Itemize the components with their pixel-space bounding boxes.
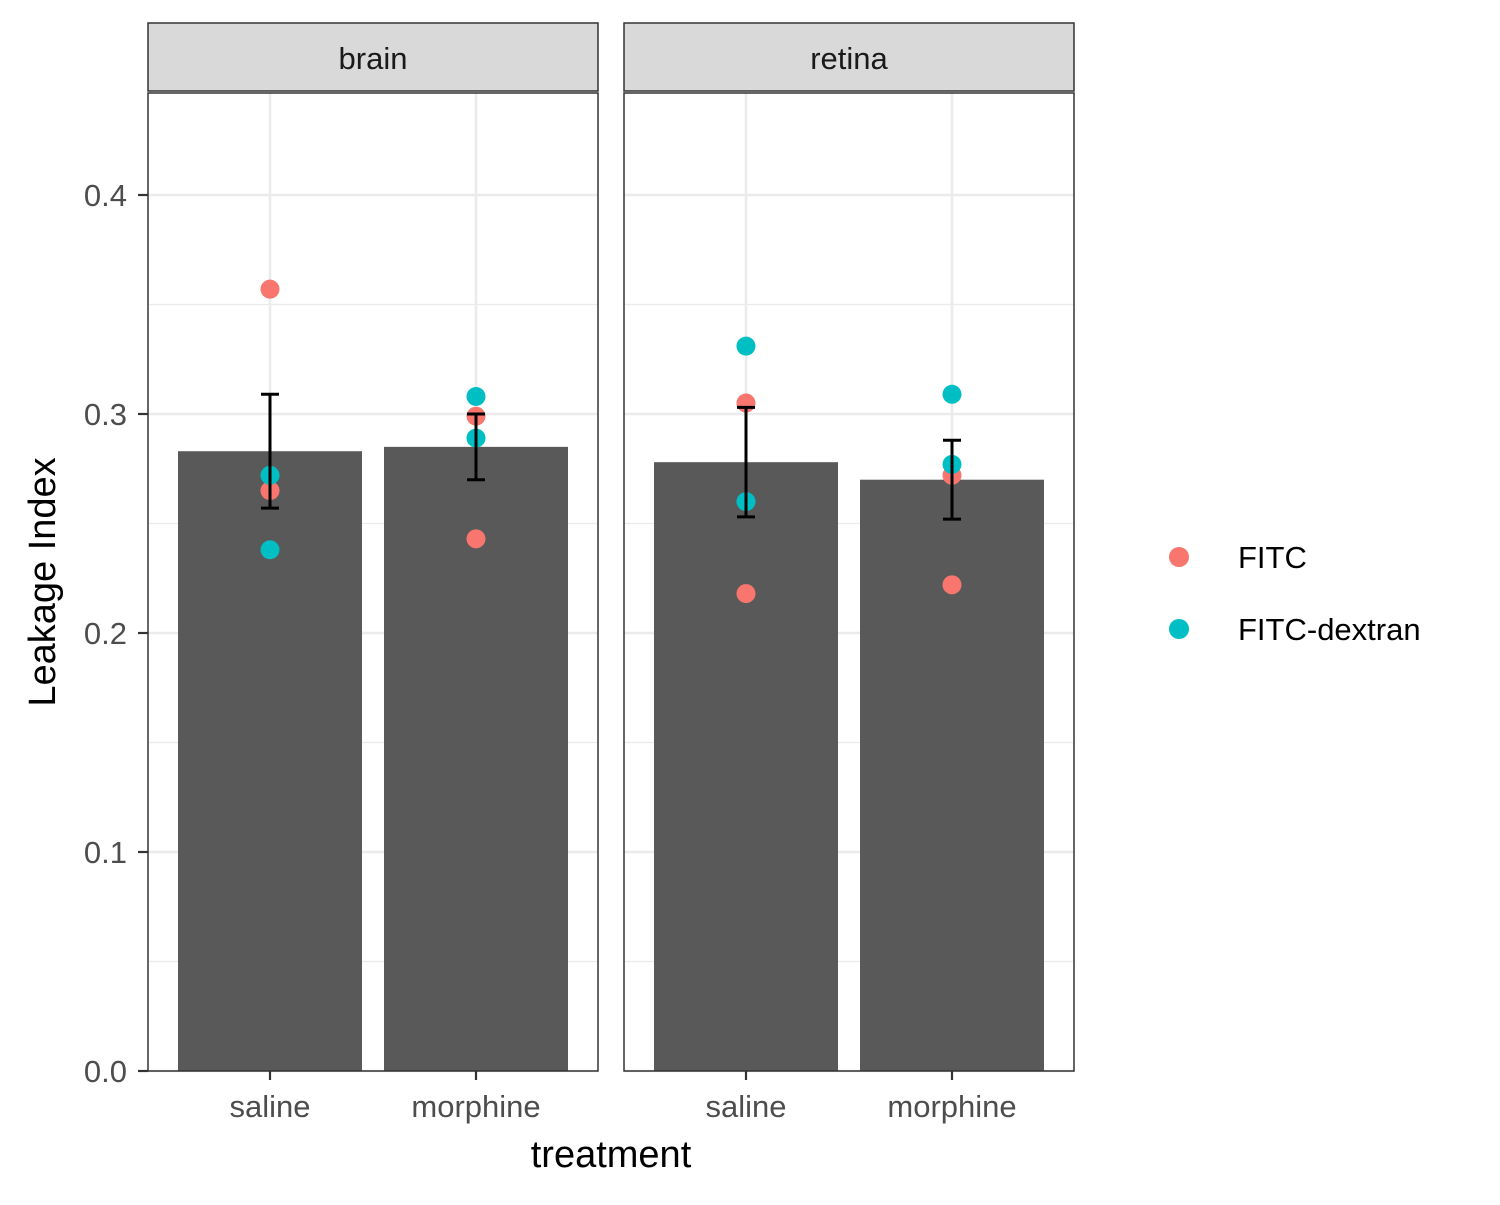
legend-item-FITC-dextran: FITC-dextran [1169,612,1421,647]
legend: FITC FITC-dextran [1169,540,1421,647]
point-FITC-dextran [736,336,756,356]
legend-item-FITC: FITC [1169,540,1307,575]
point-FITC [942,575,962,595]
x-tick-label-morphine: morphine [411,1089,540,1124]
bar-retina-saline [654,462,838,1071]
legend-label-FITC-dextran: FITC-dextran [1238,612,1421,647]
panel-border [147,92,599,1072]
point-FITC-dextran [466,386,486,406]
facet-panel-brain: brain [147,22,599,1073]
panels: brain retina [147,22,1075,1073]
x-tick-label-morphine: morphine [887,1089,1016,1124]
legend-key-FITC [1169,547,1189,567]
y-tick-label: 0.0 [84,1054,127,1089]
strip-brain [147,22,599,92]
strip-label-brain: brain [339,41,408,76]
point-FITC [736,584,756,604]
panel-border [623,92,1075,1072]
bar-retina-morphine [860,479,1044,1071]
strip-retina [623,22,1075,92]
axes: saline morphine saline morphine 0.0 0.1 0.2 0.3… [84,178,1017,1124]
y-tick-label: 0.2 [84,616,127,651]
y-axis-title: Leakage Index [22,457,64,706]
legend-label-FITC: FITC [1238,540,1307,575]
point-FITC [260,279,280,299]
x-axis-title: treatment [531,1134,692,1176]
y-tick-label: 0.3 [84,397,127,432]
x-tick-label-saline: saline [230,1089,311,1124]
point-FITC [466,529,486,549]
point-FITC-dextran [260,540,280,560]
point-FITC-dextran [942,384,962,404]
strip-label-retina: retina [810,41,888,76]
x-tick-label-saline: saline [706,1089,787,1124]
legend-key-FITC-dextran [1169,619,1189,639]
y-tick-label: 0.1 [84,835,127,870]
y-tick-label: 0.4 [84,178,127,213]
facet-panel-retina: retina [623,22,1075,1073]
bar-brain-morphine [384,446,568,1072]
